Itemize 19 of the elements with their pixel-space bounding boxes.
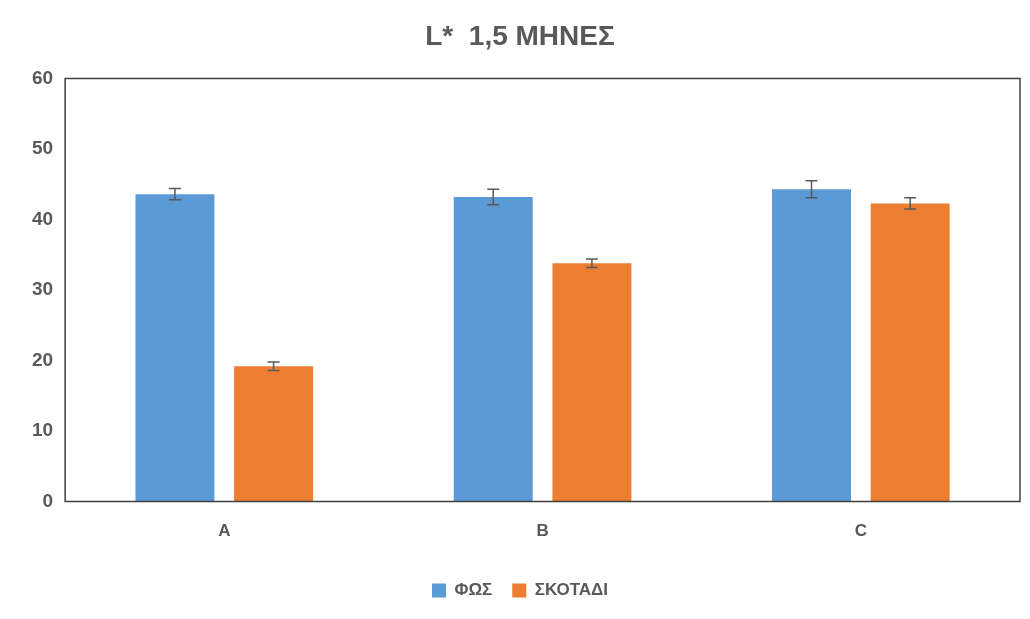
bar [870,203,950,502]
y-tick-label: 20 [31,348,54,370]
bar [552,263,632,502]
chart-title: L* 1,5 ΜΗΝΕΣ [425,19,615,51]
x-tick-label: C [854,521,867,541]
legend-label: ΣΚΟΤΑΔΙ [534,580,609,600]
bar [135,194,215,502]
x-tick-label: B [536,521,549,541]
y-tick-label: 50 [31,137,54,159]
y-tick-label: 10 [31,419,54,441]
bar [234,366,314,502]
y-tick-label: 0 [42,489,54,511]
y-tick-label: 30 [31,278,54,300]
x-tick-label: A [218,521,231,541]
y-tick-label: 60 [31,66,54,88]
legend-label: ΦΩΣ [454,580,493,600]
y-tick-label: 40 [31,207,54,229]
bar [453,197,533,502]
bar [772,189,851,502]
